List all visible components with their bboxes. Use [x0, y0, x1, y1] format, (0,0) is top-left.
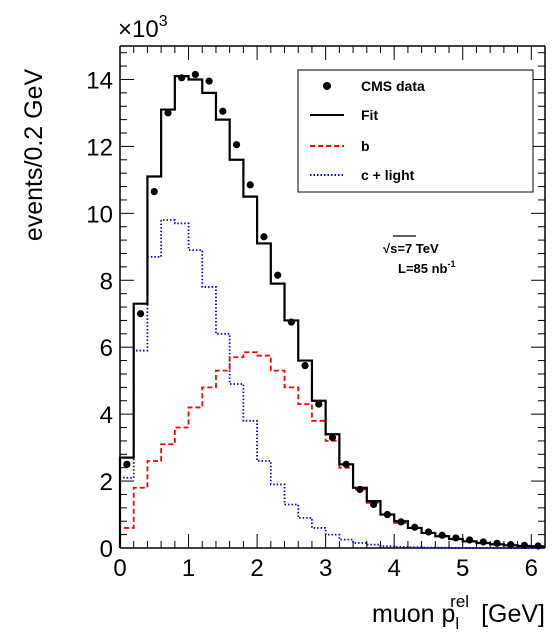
data-point	[274, 271, 282, 279]
legend-marker-cms-data	[323, 82, 331, 90]
data-point	[301, 362, 309, 370]
data-point	[356, 485, 364, 494]
x-axis-title-sup: rel	[450, 592, 469, 611]
data-point	[191, 70, 200, 79]
axis-ticks	[119, 46, 546, 549]
data-point	[438, 531, 446, 539]
series-b-line	[119, 351, 545, 548]
legend-label-fit: Fit	[361, 107, 378, 123]
annotation-lumi: L=85 nb-1	[398, 259, 456, 276]
data-point	[328, 433, 337, 442]
lumi-main: L=85 nb	[398, 261, 448, 276]
y-tick-label: 2	[100, 469, 113, 496]
legend-label-c-light: c + light	[361, 167, 415, 183]
data-point	[246, 181, 254, 189]
x-axis-title-unit: [GeV]	[481, 600, 545, 628]
x-axis-title: muon pl rel [GeV]	[372, 592, 545, 633]
data-point	[150, 187, 158, 196]
y-tick-label: 6	[100, 335, 113, 362]
data-point	[452, 534, 460, 542]
y-tick-label: 10	[86, 201, 113, 228]
data-point	[479, 538, 487, 546]
y-tick-label: 4	[100, 402, 113, 429]
data-point	[493, 539, 501, 547]
data-point	[287, 318, 295, 326]
x-tick-label: 4	[388, 555, 401, 582]
data-point	[260, 233, 268, 241]
x-tick-label: 6	[525, 555, 538, 582]
legend-label-b: b	[361, 138, 370, 154]
y-multiplier-exponent: 3	[159, 13, 168, 30]
data-point	[205, 77, 213, 85]
x-tick-label: 5	[456, 555, 469, 582]
data-point	[178, 74, 186, 82]
lumi-exp: -1	[448, 259, 456, 269]
data-point	[465, 536, 474, 544]
annotation-energy: √s=7 TeV	[383, 235, 439, 256]
data-point	[507, 541, 515, 549]
x-axis-title-sub: l	[455, 614, 459, 633]
data-point	[123, 460, 131, 468]
data-point	[397, 518, 405, 526]
y-axis-title: events/0.2 GeV	[20, 69, 48, 242]
data-point	[315, 400, 323, 408]
data-point	[520, 541, 529, 549]
legend: CMS data Fit b c + light	[297, 69, 534, 193]
x-axis-title-main: muon p	[372, 600, 455, 628]
y-multiplier: ×103	[118, 13, 168, 43]
data-points	[123, 70, 542, 550]
data-point	[219, 107, 227, 115]
data-point	[342, 460, 350, 468]
y-multiplier-base: ×10	[118, 16, 159, 43]
data-point	[136, 310, 145, 318]
legend-label-cms-data: CMS data	[361, 78, 425, 94]
data-point	[370, 500, 378, 509]
y-tick-label: 14	[86, 67, 113, 94]
data-point	[383, 510, 391, 519]
y-tick-label: 12	[86, 134, 113, 161]
data-point	[232, 141, 241, 149]
series-c-light-line	[119, 219, 545, 549]
energy-rest: s=7 TeV	[390, 241, 439, 256]
energy-text: √s=7 TeV	[383, 241, 439, 256]
x-tick-label: 1	[182, 555, 195, 582]
energy-sqrt: √	[383, 241, 391, 256]
x-tick-label: 3	[319, 555, 332, 582]
y-tick-label: 0	[100, 536, 113, 563]
legend-box	[297, 69, 534, 193]
x-tick-label: 2	[250, 555, 263, 582]
data-point	[411, 523, 419, 531]
data-point	[534, 542, 542, 550]
x-tick-label: 0	[113, 555, 126, 582]
data-point	[424, 528, 433, 536]
y-tick-label: 8	[100, 268, 113, 295]
data-point	[164, 109, 172, 117]
